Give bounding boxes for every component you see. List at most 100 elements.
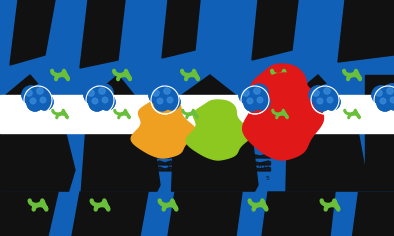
Polygon shape (158, 154, 173, 158)
Circle shape (37, 88, 43, 94)
Circle shape (317, 98, 323, 104)
Circle shape (313, 90, 319, 96)
Circle shape (254, 88, 260, 94)
Bar (370, 100, 394, 118)
Polygon shape (80, 0, 125, 68)
Text: 5: 5 (266, 176, 270, 181)
Polygon shape (365, 75, 394, 236)
Circle shape (30, 98, 36, 104)
Polygon shape (285, 75, 368, 236)
Circle shape (313, 90, 319, 96)
Circle shape (149, 86, 167, 104)
Circle shape (99, 94, 115, 110)
Circle shape (254, 94, 270, 110)
Bar (0, 95, 394, 133)
Polygon shape (338, 0, 394, 62)
Circle shape (254, 94, 270, 110)
Polygon shape (30, 154, 46, 158)
Circle shape (314, 95, 330, 111)
Circle shape (160, 84, 178, 102)
Circle shape (324, 94, 340, 110)
Circle shape (164, 94, 180, 110)
Circle shape (99, 94, 115, 110)
Circle shape (390, 97, 394, 103)
Polygon shape (352, 192, 394, 236)
Bar (20, 100, 56, 118)
Circle shape (37, 88, 43, 94)
Bar (20, 100, 56, 118)
Circle shape (372, 86, 390, 104)
Polygon shape (256, 73, 316, 117)
Circle shape (154, 95, 170, 111)
Bar (370, 100, 394, 118)
Text: 1G: 1G (98, 164, 109, 173)
Circle shape (89, 95, 105, 111)
Polygon shape (30, 167, 46, 171)
Circle shape (243, 90, 249, 96)
Polygon shape (252, 0, 298, 60)
Circle shape (154, 95, 170, 111)
Bar (0, 192, 394, 236)
Polygon shape (186, 100, 252, 160)
Polygon shape (0, 192, 58, 236)
Circle shape (95, 84, 113, 102)
Circle shape (27, 95, 43, 111)
Circle shape (309, 86, 327, 104)
Circle shape (383, 84, 394, 102)
Circle shape (387, 88, 393, 94)
Circle shape (40, 97, 46, 103)
Circle shape (33, 84, 51, 102)
Polygon shape (92, 154, 108, 158)
Bar (237, 100, 273, 118)
Bar (237, 100, 273, 118)
Polygon shape (249, 161, 271, 165)
Circle shape (317, 98, 323, 104)
Polygon shape (170, 75, 258, 236)
Circle shape (320, 84, 338, 102)
Circle shape (376, 90, 382, 96)
Circle shape (99, 88, 105, 94)
Text: 0: 0 (37, 164, 43, 173)
Circle shape (324, 88, 330, 94)
Bar (147, 100, 183, 118)
Circle shape (309, 86, 327, 104)
Circle shape (99, 88, 105, 94)
Circle shape (167, 97, 173, 103)
Circle shape (244, 95, 260, 111)
Circle shape (250, 84, 268, 102)
Circle shape (243, 90, 249, 96)
Polygon shape (30, 161, 46, 165)
Circle shape (380, 98, 386, 104)
Circle shape (383, 84, 394, 102)
Circle shape (102, 97, 108, 103)
Circle shape (37, 94, 53, 110)
Circle shape (40, 97, 46, 103)
Circle shape (37, 94, 53, 110)
Polygon shape (243, 64, 323, 160)
Bar (82, 100, 118, 118)
Circle shape (88, 90, 94, 96)
Circle shape (387, 88, 393, 94)
Circle shape (387, 94, 394, 110)
Circle shape (153, 90, 159, 96)
Circle shape (164, 88, 170, 94)
Circle shape (244, 95, 260, 111)
Circle shape (164, 88, 170, 94)
Circle shape (157, 98, 163, 104)
Circle shape (257, 97, 263, 103)
Circle shape (92, 98, 98, 104)
Circle shape (247, 98, 253, 104)
Circle shape (327, 97, 333, 103)
Text: 1: 1 (165, 164, 170, 173)
Polygon shape (0, 75, 75, 236)
Circle shape (320, 84, 338, 102)
Circle shape (164, 94, 180, 110)
Circle shape (387, 94, 394, 110)
Circle shape (22, 86, 40, 104)
Circle shape (160, 84, 178, 102)
Circle shape (372, 86, 390, 104)
Polygon shape (92, 161, 108, 165)
Circle shape (247, 98, 253, 104)
Circle shape (254, 88, 260, 94)
Circle shape (22, 86, 40, 104)
